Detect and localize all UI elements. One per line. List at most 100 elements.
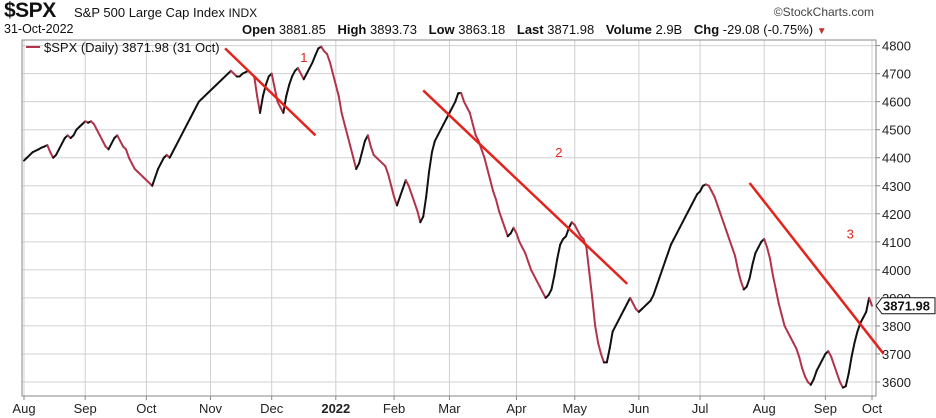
- grid: [22, 40, 876, 396]
- price-segment: [757, 240, 763, 249]
- price-segment: [500, 218, 506, 229]
- price-segment: [433, 134, 439, 142]
- trendlines: 1 2 3: [224, 47, 885, 355]
- price-segment: [369, 145, 375, 156]
- price-segment: [833, 364, 839, 375]
- price-segment: [116, 134, 122, 142]
- price-segment: [547, 288, 553, 297]
- x-tick-label: Apr: [506, 401, 527, 416]
- y-tick-label: 4200: [882, 207, 911, 222]
- price-segment: [55, 148, 60, 156]
- last-value-marker: 3871.98: [875, 297, 936, 315]
- price-segment: [264, 75, 270, 86]
- last-value-box: [875, 297, 936, 315]
- price-segment: [101, 139, 107, 148]
- price-segment: [862, 310, 868, 319]
- price-segment: [690, 198, 696, 207]
- price-segment: [492, 190, 498, 201]
- volume-label: Volume: [605, 22, 652, 37]
- price-segment: [868, 296, 873, 307]
- price-segment: [177, 134, 183, 142]
- price-segment: [836, 372, 841, 383]
- price-segment: [337, 95, 343, 114]
- price-segment: [658, 268, 664, 280]
- price-segment: [667, 243, 672, 255]
- y-tick-label: 3600: [882, 375, 911, 390]
- price-segment: [314, 47, 320, 57]
- price-segment: [253, 75, 259, 98]
- price-segment: [693, 193, 699, 201]
- price-segment: [183, 123, 189, 131]
- price-segment: [154, 167, 160, 179]
- price-segment: [430, 139, 436, 154]
- price-segment: [157, 162, 162, 170]
- price-segment: [795, 347, 801, 358]
- price-series: [23, 45, 873, 389]
- x-tick-label: Dec: [260, 401, 284, 416]
- price-segment: [678, 221, 684, 229]
- price-segment: [716, 204, 722, 215]
- price-segment: [124, 148, 130, 159]
- price-segment: [629, 296, 635, 305]
- price-segment: [550, 274, 556, 291]
- price-segment: [49, 151, 55, 159]
- price-segment: [270, 72, 276, 89]
- price-segment: [538, 285, 544, 294]
- index-name: S&P 500 Large Cap Index INDX: [74, 5, 257, 20]
- y-tick-label: 4100: [882, 235, 911, 250]
- x-tick-label: Mar: [438, 401, 461, 416]
- price-segment: [168, 151, 174, 159]
- price-segment: [623, 302, 629, 311]
- price-segment: [308, 61, 314, 70]
- x-tick-label: Aug: [12, 401, 35, 416]
- price-segment: [419, 215, 425, 224]
- price-segment: [92, 123, 98, 131]
- price-segment: [463, 100, 468, 109]
- price-segment: [535, 280, 541, 288]
- price-segment: [559, 238, 565, 246]
- trendline-label: 3: [847, 226, 854, 241]
- price-segment: [171, 145, 177, 154]
- x-tick-label: Sep: [814, 401, 837, 416]
- price-segment: [614, 319, 620, 327]
- price-segment: [783, 324, 789, 333]
- index-fullname: S&P 500 Large Cap Index: [74, 5, 225, 20]
- price-segment: [771, 274, 777, 291]
- price-segment: [786, 330, 792, 339]
- chg-label: Chg: [693, 22, 720, 37]
- price-segment: [576, 229, 582, 238]
- price-segment: [588, 271, 594, 299]
- price-segment: [801, 366, 806, 378]
- price-segment: [186, 117, 192, 126]
- price-segment: [815, 364, 821, 372]
- price-segment: [296, 67, 302, 75]
- price-segment: [326, 53, 331, 64]
- price-segment: [591, 296, 597, 327]
- last-value-label: 3871.98: [883, 299, 930, 314]
- price-segment: [189, 111, 195, 120]
- price-segment: [442, 117, 448, 126]
- price-segment: [527, 260, 533, 271]
- price-segment: [734, 254, 739, 271]
- x-tick-label: 2022: [321, 401, 350, 416]
- price-segment: [809, 378, 815, 386]
- price-segment: [672, 232, 678, 241]
- price-segment: [489, 179, 495, 193]
- high-value: 3893.73: [370, 22, 417, 37]
- price-segment: [594, 324, 600, 344]
- price-segment: [818, 358, 824, 367]
- price-segment: [830, 355, 836, 367]
- price-segment: [766, 246, 772, 260]
- price-segment: [302, 72, 308, 81]
- price-segment: [174, 139, 180, 148]
- price-segment: [454, 92, 460, 103]
- quotes: Open 3881.85 High 3893.73 Low 3863.18 La…: [242, 22, 827, 37]
- price-segment: [573, 224, 579, 232]
- price-segment: [401, 179, 407, 190]
- y-axis: 3600370038003900400041004200430044004500…: [876, 39, 911, 390]
- price-segment: [495, 198, 500, 212]
- price-segment: [745, 277, 751, 288]
- price-segment: [486, 167, 492, 182]
- price-segment: [844, 372, 850, 388]
